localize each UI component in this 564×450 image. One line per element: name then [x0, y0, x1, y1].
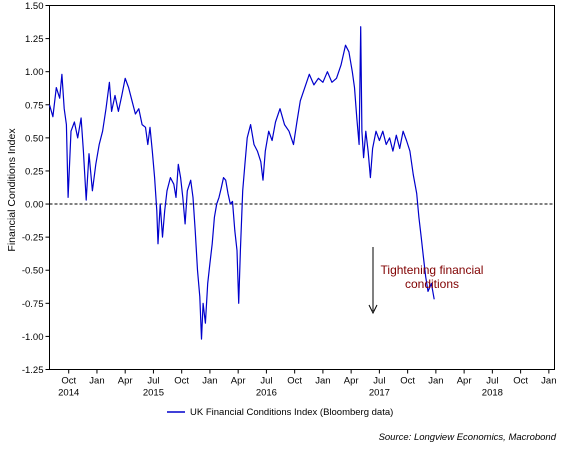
- y-tick-label: 1.50: [25, 1, 44, 12]
- x-tick-label: Jan: [541, 376, 556, 387]
- x-tick-label: Jan: [89, 376, 104, 387]
- x-year-label: 2014: [58, 388, 79, 399]
- x-tick-label: Jan: [202, 376, 217, 387]
- x-year-label: 2017: [369, 388, 390, 399]
- down-arrow-icon: [368, 304, 378, 315]
- y-tick-label: 1.25: [25, 34, 44, 45]
- y-tick-label: 0.25: [25, 166, 44, 177]
- fci-series-line: [48, 26, 435, 340]
- x-tick-label: Apr: [344, 376, 359, 387]
- y-tick-label: -0.50: [22, 266, 44, 277]
- y-tick-label: 1.00: [25, 67, 44, 78]
- x-tick-label: Oct: [287, 376, 302, 387]
- x-tick-label: Oct: [61, 376, 76, 387]
- x-tick-label: Jul: [260, 376, 272, 387]
- x-year-label: 2018: [482, 388, 503, 399]
- y-tick-label: -0.25: [22, 233, 44, 244]
- x-tick-label: Oct: [400, 376, 415, 387]
- plot-area-frame: [49, 5, 555, 370]
- y-axis: 1.50 1.25 1.00 0.75 0.50 0.25 0.00 -0.25 -0.50 -0…: [22, 1, 50, 376]
- annotation-line-2: conditions: [405, 277, 459, 291]
- x-tick-label: Jan: [315, 376, 330, 387]
- annotation-line-1: Tightening financial: [381, 263, 484, 277]
- y-tick-label: 0.00: [25, 200, 44, 211]
- tightening-annotation: Tightening financial conditions: [368, 247, 484, 315]
- source-note: Source: Longview Economics, Macrobond: [379, 432, 557, 443]
- x-tick-label: Apr: [457, 376, 472, 387]
- x-tick-label: Apr: [231, 376, 246, 387]
- y-tick-label: 0.50: [25, 133, 44, 144]
- y-axis-label: Financial Conditions Index: [6, 128, 18, 252]
- legend: UK Financial Conditions Index (Bloomberg…: [167, 407, 393, 418]
- x-year-label: 2015: [143, 388, 164, 399]
- x-tick-label: Jan: [428, 376, 443, 387]
- y-tick-label: -1.00: [22, 332, 44, 343]
- x-tick-label: Jul: [486, 376, 498, 387]
- y-tick-label: -0.75: [22, 299, 44, 310]
- legend-label: UK Financial Conditions Index (Bloomberg…: [190, 407, 393, 418]
- x-tick-label: Apr: [118, 376, 133, 387]
- x-year-label: 2016: [256, 388, 277, 399]
- y-tick-label: -1.25: [22, 365, 44, 376]
- x-tick-label: Oct: [513, 376, 528, 387]
- x-tick-label: Oct: [174, 376, 189, 387]
- x-tick-label: Jul: [147, 376, 159, 387]
- x-tick-label: Jul: [373, 376, 385, 387]
- y-tick-label: 0.75: [25, 100, 44, 111]
